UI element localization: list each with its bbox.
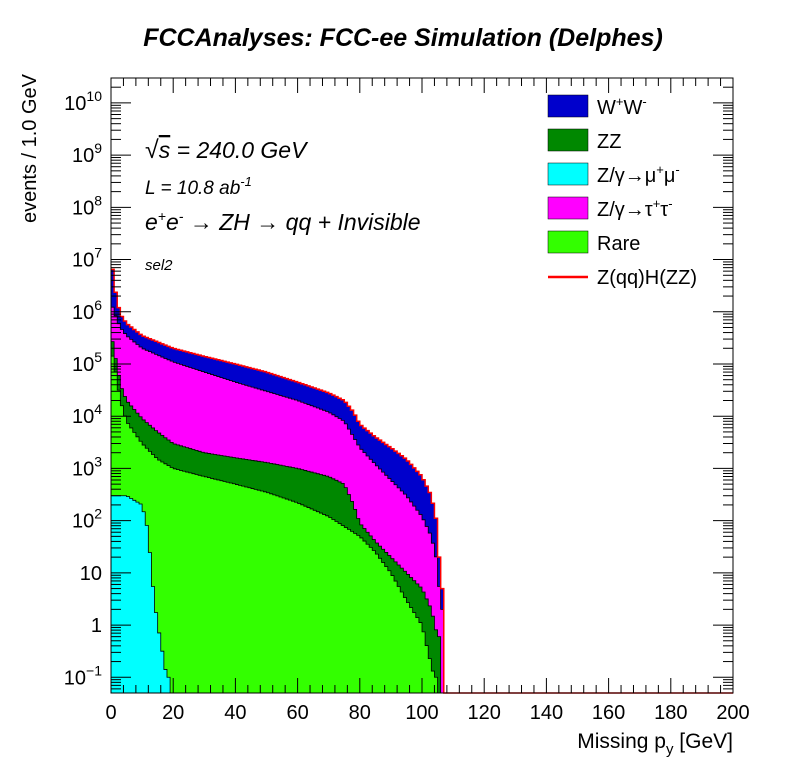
y-tick-label: 109: [72, 140, 102, 167]
x-tick-label: 80: [349, 702, 371, 724]
legend-label-signal: Z(qq)H(ZZ): [597, 267, 697, 289]
y-tick-label: 10−1: [64, 662, 102, 689]
y-tick-label: 1: [91, 615, 102, 637]
x-tick-label: 200: [716, 702, 749, 724]
legend: W+W- ZZ Z/γ→μ+μ- Z/γ→τ+τ- Rare Z(qq)H(ZZ…: [547, 94, 697, 289]
x-tick-label: 40: [224, 702, 246, 724]
x-tick-label: 20: [162, 702, 184, 724]
legend-label-ww: W+W-: [597, 94, 647, 119]
legend-swatch-ztautau: [547, 196, 589, 220]
y-tick-label: 1010: [64, 88, 102, 115]
legend-swatch-zmumu: [547, 162, 589, 186]
legend-label-rare: Rare: [597, 233, 640, 255]
annotations: √s = 240.0 GeV L = 10.8 ab-1 e+e- → ZH →…: [145, 136, 421, 274]
y-tick-label: 104: [72, 401, 102, 428]
y-tick-label: 10: [80, 563, 102, 585]
x-tick-label: 180: [654, 702, 687, 724]
x-tick-label: 60: [286, 702, 308, 724]
y-tick-label: 107: [72, 245, 102, 272]
y-tick-label: 108: [72, 192, 102, 219]
x-tick-label: 0: [105, 702, 116, 724]
legend-swatch-rare: [547, 230, 589, 254]
y-tick-label: 106: [72, 297, 102, 324]
legend-label-zmumu: Z/γ→μ+μ-: [597, 162, 680, 187]
annotation-selection: sel2: [145, 257, 173, 274]
legend-swatch-ww: [547, 94, 589, 118]
annotation-sqrt-s: √s = 240.0 GeV: [145, 136, 309, 164]
y-tick-labels: 10−1 1 10 102 103 104 105 106 107 108 109 1010: [64, 88, 102, 689]
legend-label-zz: ZZ: [597, 131, 621, 153]
x-axis-title: Missing py [GeV]: [577, 730, 733, 758]
x-tick-label: 100: [405, 702, 438, 724]
x-tick-label: 120: [468, 702, 501, 724]
legend-label-ztautau: Z/γ→τ+τ-: [597, 196, 673, 221]
x-tick-labels: 0 20 40 60 80 100 120 140 160 180 200: [105, 702, 749, 724]
chart-title: FCCAnalyses: FCC-ee Simulation (Delphes): [143, 24, 663, 52]
x-tick-label: 160: [592, 702, 625, 724]
axis-ticks: [110, 77, 734, 694]
y-axis-title: events / 1.0 GeV: [19, 73, 41, 223]
annotation-lumi: L = 10.8 ab-1: [145, 174, 252, 199]
x-tick-label: 140: [530, 702, 563, 724]
stacked-histograms: [110, 268, 733, 694]
y-tick-label: 103: [72, 453, 102, 480]
y-tick-label: 105: [72, 349, 102, 376]
y-tick-label: 102: [72, 506, 102, 533]
annotation-process: e+e- → ZH → qq + Invisible: [145, 208, 421, 235]
legend-swatch-zz: [547, 128, 589, 152]
